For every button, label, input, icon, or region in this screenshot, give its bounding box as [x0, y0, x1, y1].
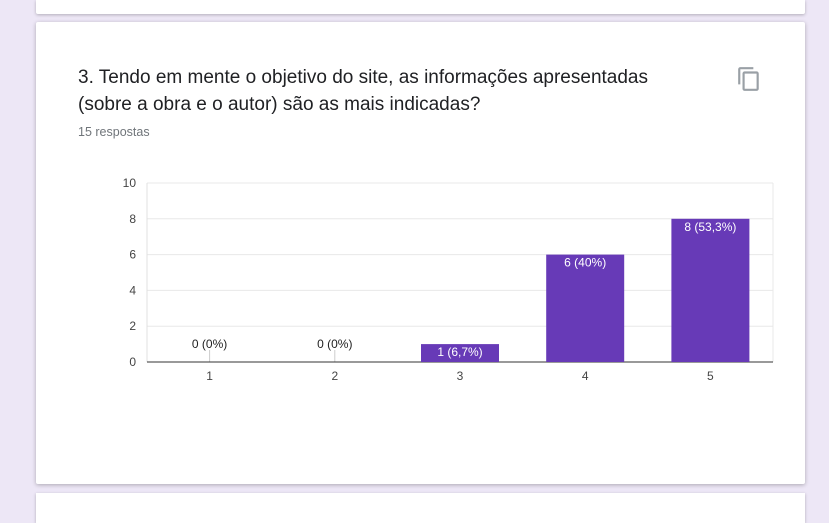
data-label: 1 (6,7%) — [437, 345, 482, 359]
bar-3 — [421, 344, 499, 362]
data-label: 0 (0%) — [192, 337, 227, 351]
x-tick-label: 4 — [582, 369, 589, 383]
y-tick-label: 2 — [129, 319, 136, 333]
x-tick-label: 5 — [707, 369, 714, 383]
question-card: 3. Tendo em mente o objetivo do site, as… — [36, 22, 805, 484]
chart-bars — [421, 218, 750, 362]
y-tick-label: 8 — [129, 212, 136, 226]
x-tick-label: 1 — [206, 369, 213, 383]
x-tick-label: 3 — [457, 369, 464, 383]
bar-chart: 0 2 4 6 8 10 0 (0%) 1 0 (0%) 2 1 (6,7%) 3 6 (40%) 4 8 … — [123, 176, 774, 383]
y-tick-label: 10 — [123, 176, 137, 190]
chart-labels: 0 2 4 6 8 10 0 (0%) 1 0 (0%) 2 1 (6,7%) 3 6 (40%) 4 8 … — [123, 176, 737, 383]
copy-icon-glyph — [738, 67, 759, 91]
bar-4 — [546, 254, 625, 362]
chart-grid — [147, 182, 774, 362]
x-tick-label: 2 — [331, 369, 338, 383]
next-card — [36, 493, 805, 523]
data-label: 0 (0%) — [317, 337, 352, 351]
y-tick-label: 0 — [129, 355, 136, 369]
data-label: 6 (40%) — [564, 256, 606, 270]
previous-card — [36, 0, 805, 14]
y-tick-label: 4 — [129, 283, 136, 297]
y-tick-label: 6 — [129, 248, 136, 262]
data-label: 8 (53,3%) — [684, 220, 736, 234]
response-count: 15 respostas — [78, 125, 150, 139]
bar-5 — [671, 218, 750, 362]
question-title: 3. Tendo em mente o objetivo do site, as… — [78, 67, 648, 115]
copy-icon[interactable] — [736, 66, 762, 92]
